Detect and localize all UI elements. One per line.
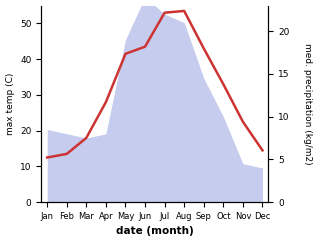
Y-axis label: max temp (C): max temp (C) <box>5 73 15 135</box>
X-axis label: date (month): date (month) <box>116 227 194 236</box>
Y-axis label: med. precipitation (kg/m2): med. precipitation (kg/m2) <box>303 43 313 165</box>
